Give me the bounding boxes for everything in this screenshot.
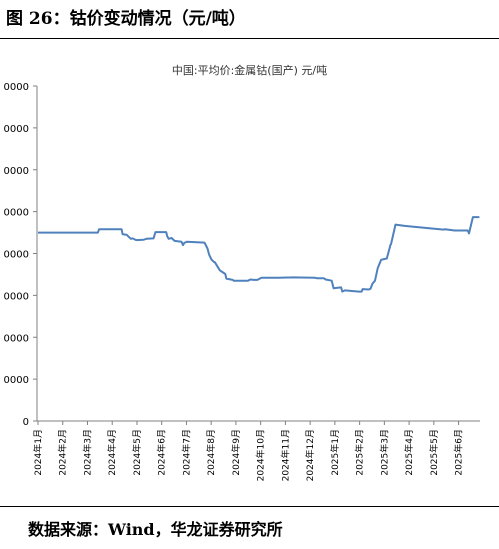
x-tick-label: 2025年2月: [354, 429, 366, 476]
series-line: [38, 216, 480, 293]
x-tick-label: 2024年1月: [32, 429, 44, 476]
x-tick-label: 2024年6月: [156, 429, 168, 476]
y-tick-label: 0000: [4, 208, 29, 219]
x-tick-label: 2024年12月: [304, 429, 316, 481]
y-tick-label: 0000: [4, 333, 29, 344]
y-tick-label: 0000: [4, 375, 29, 386]
x-tick-label: 2024年2月: [57, 429, 69, 476]
x-tick-label: 2025年3月: [378, 429, 390, 476]
y-tick-label: 0000: [4, 291, 29, 302]
y-tick-label: 0000: [4, 250, 29, 261]
data-source: 数据来源：Wind，华龙证券研究所: [28, 520, 283, 539]
y-tick-label: 0000: [4, 82, 29, 93]
x-tick-label: 2024年3月: [81, 429, 93, 476]
x-tick-label: 2025年5月: [428, 429, 440, 476]
x-tick-label: 2024年8月: [205, 429, 217, 476]
x-tick-label: 2025年6月: [453, 429, 465, 476]
x-tick-label: 2024年4月: [106, 429, 118, 476]
chart-title: 中国:平均价:金属钴(国产) 元/吨: [171, 64, 328, 77]
x-tick-label: 2025年1月: [329, 429, 341, 476]
x-tick-label: 2024年10月: [255, 429, 267, 481]
x-tick-label: 2024年5月: [131, 429, 143, 476]
figure-title: 图 26：钴价变动情况（元/吨）: [6, 9, 246, 29]
x-tick-label: 2025年4月: [403, 429, 415, 476]
x-tick-label: 2024年7月: [180, 429, 192, 476]
y-tick-label: 0000: [4, 166, 29, 177]
y-tick-label: 0000: [4, 124, 29, 135]
x-tick-label: 2024年9月: [230, 429, 242, 476]
source-divider: [0, 506, 499, 507]
x-tick-label: 2024年11月: [279, 429, 291, 481]
y-tick-label: 0: [23, 417, 29, 428]
title-divider: [0, 38, 499, 39]
